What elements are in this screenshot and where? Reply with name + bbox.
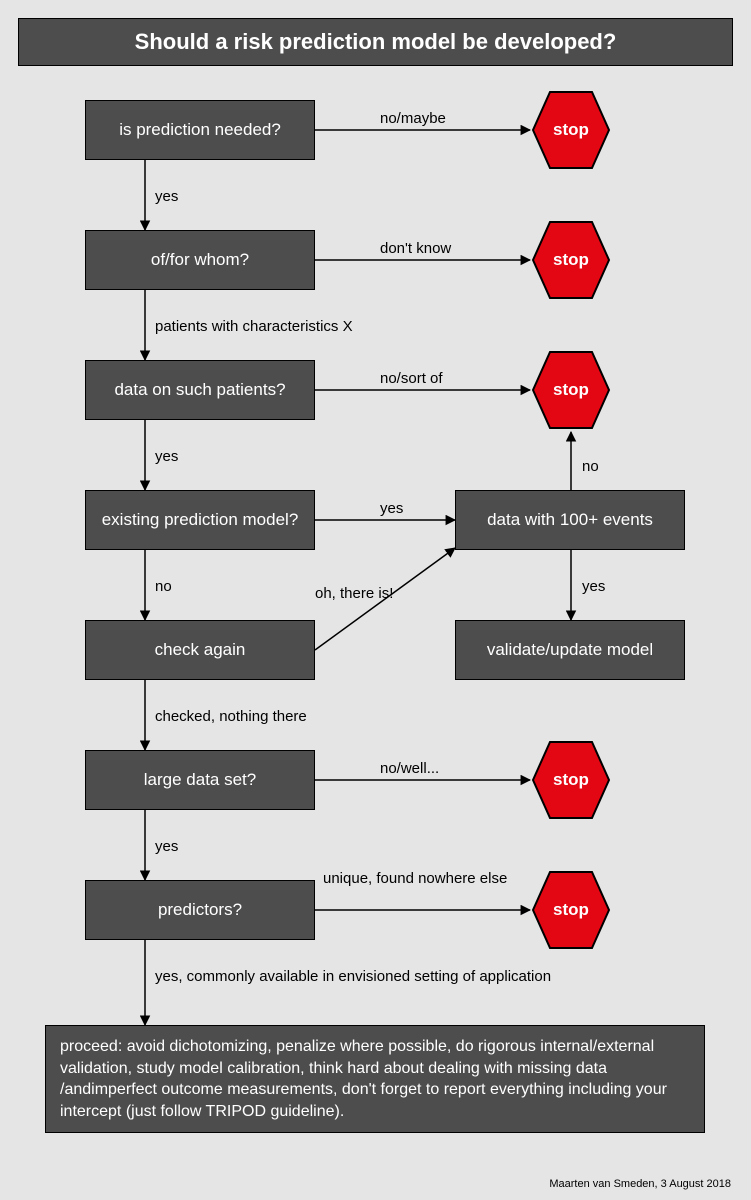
node-large-dataset: large data set? bbox=[85, 750, 315, 810]
stop-4: stop bbox=[530, 739, 612, 821]
edge-label: oh, there is! bbox=[315, 585, 393, 602]
edge-label: no/sort of bbox=[380, 370, 443, 387]
stop-3: stop bbox=[530, 349, 612, 431]
title-text: Should a risk prediction model be develo… bbox=[135, 29, 617, 55]
stop-1: stop bbox=[530, 89, 612, 171]
stop-5: stop bbox=[530, 869, 612, 951]
credit-text: Maarten van Smeden, 3 August 2018 bbox=[549, 1178, 731, 1190]
edge-label: yes bbox=[582, 578, 605, 595]
edge-label: don't know bbox=[380, 240, 451, 257]
node-existing-model: existing prediction model? bbox=[85, 490, 315, 550]
node-check-again: check again bbox=[85, 620, 315, 680]
node-prediction-needed: is prediction needed? bbox=[85, 100, 315, 160]
edge-label: patients with characteristics X bbox=[155, 318, 353, 335]
node-100-events: data with 100+ events bbox=[455, 490, 685, 550]
edge-label: checked, nothing there bbox=[155, 708, 307, 725]
stop-2: stop bbox=[530, 219, 612, 301]
edge-label: no/well... bbox=[380, 760, 439, 777]
node-data-on-patients: data on such patients? bbox=[85, 360, 315, 420]
edge-label: yes bbox=[155, 188, 178, 205]
edge-label: no/maybe bbox=[380, 110, 446, 127]
edge-label: yes bbox=[155, 448, 178, 465]
node-predictors: predictors? bbox=[85, 880, 315, 940]
edge-label: no bbox=[582, 458, 599, 475]
edge-label: yes bbox=[155, 838, 178, 855]
edge-label: unique, found nowhere else bbox=[323, 870, 507, 887]
node-proceed: proceed: avoid dichotomizing, penalize w… bbox=[45, 1025, 705, 1133]
node-for-whom: of/for whom? bbox=[85, 230, 315, 290]
edge-label: yes bbox=[380, 500, 403, 517]
edge-label: yes, commonly available in envisioned se… bbox=[155, 968, 551, 985]
edge-label: no bbox=[155, 578, 172, 595]
title-bar: Should a risk prediction model be develo… bbox=[18, 18, 733, 66]
node-validate-update: validate/update model bbox=[455, 620, 685, 680]
